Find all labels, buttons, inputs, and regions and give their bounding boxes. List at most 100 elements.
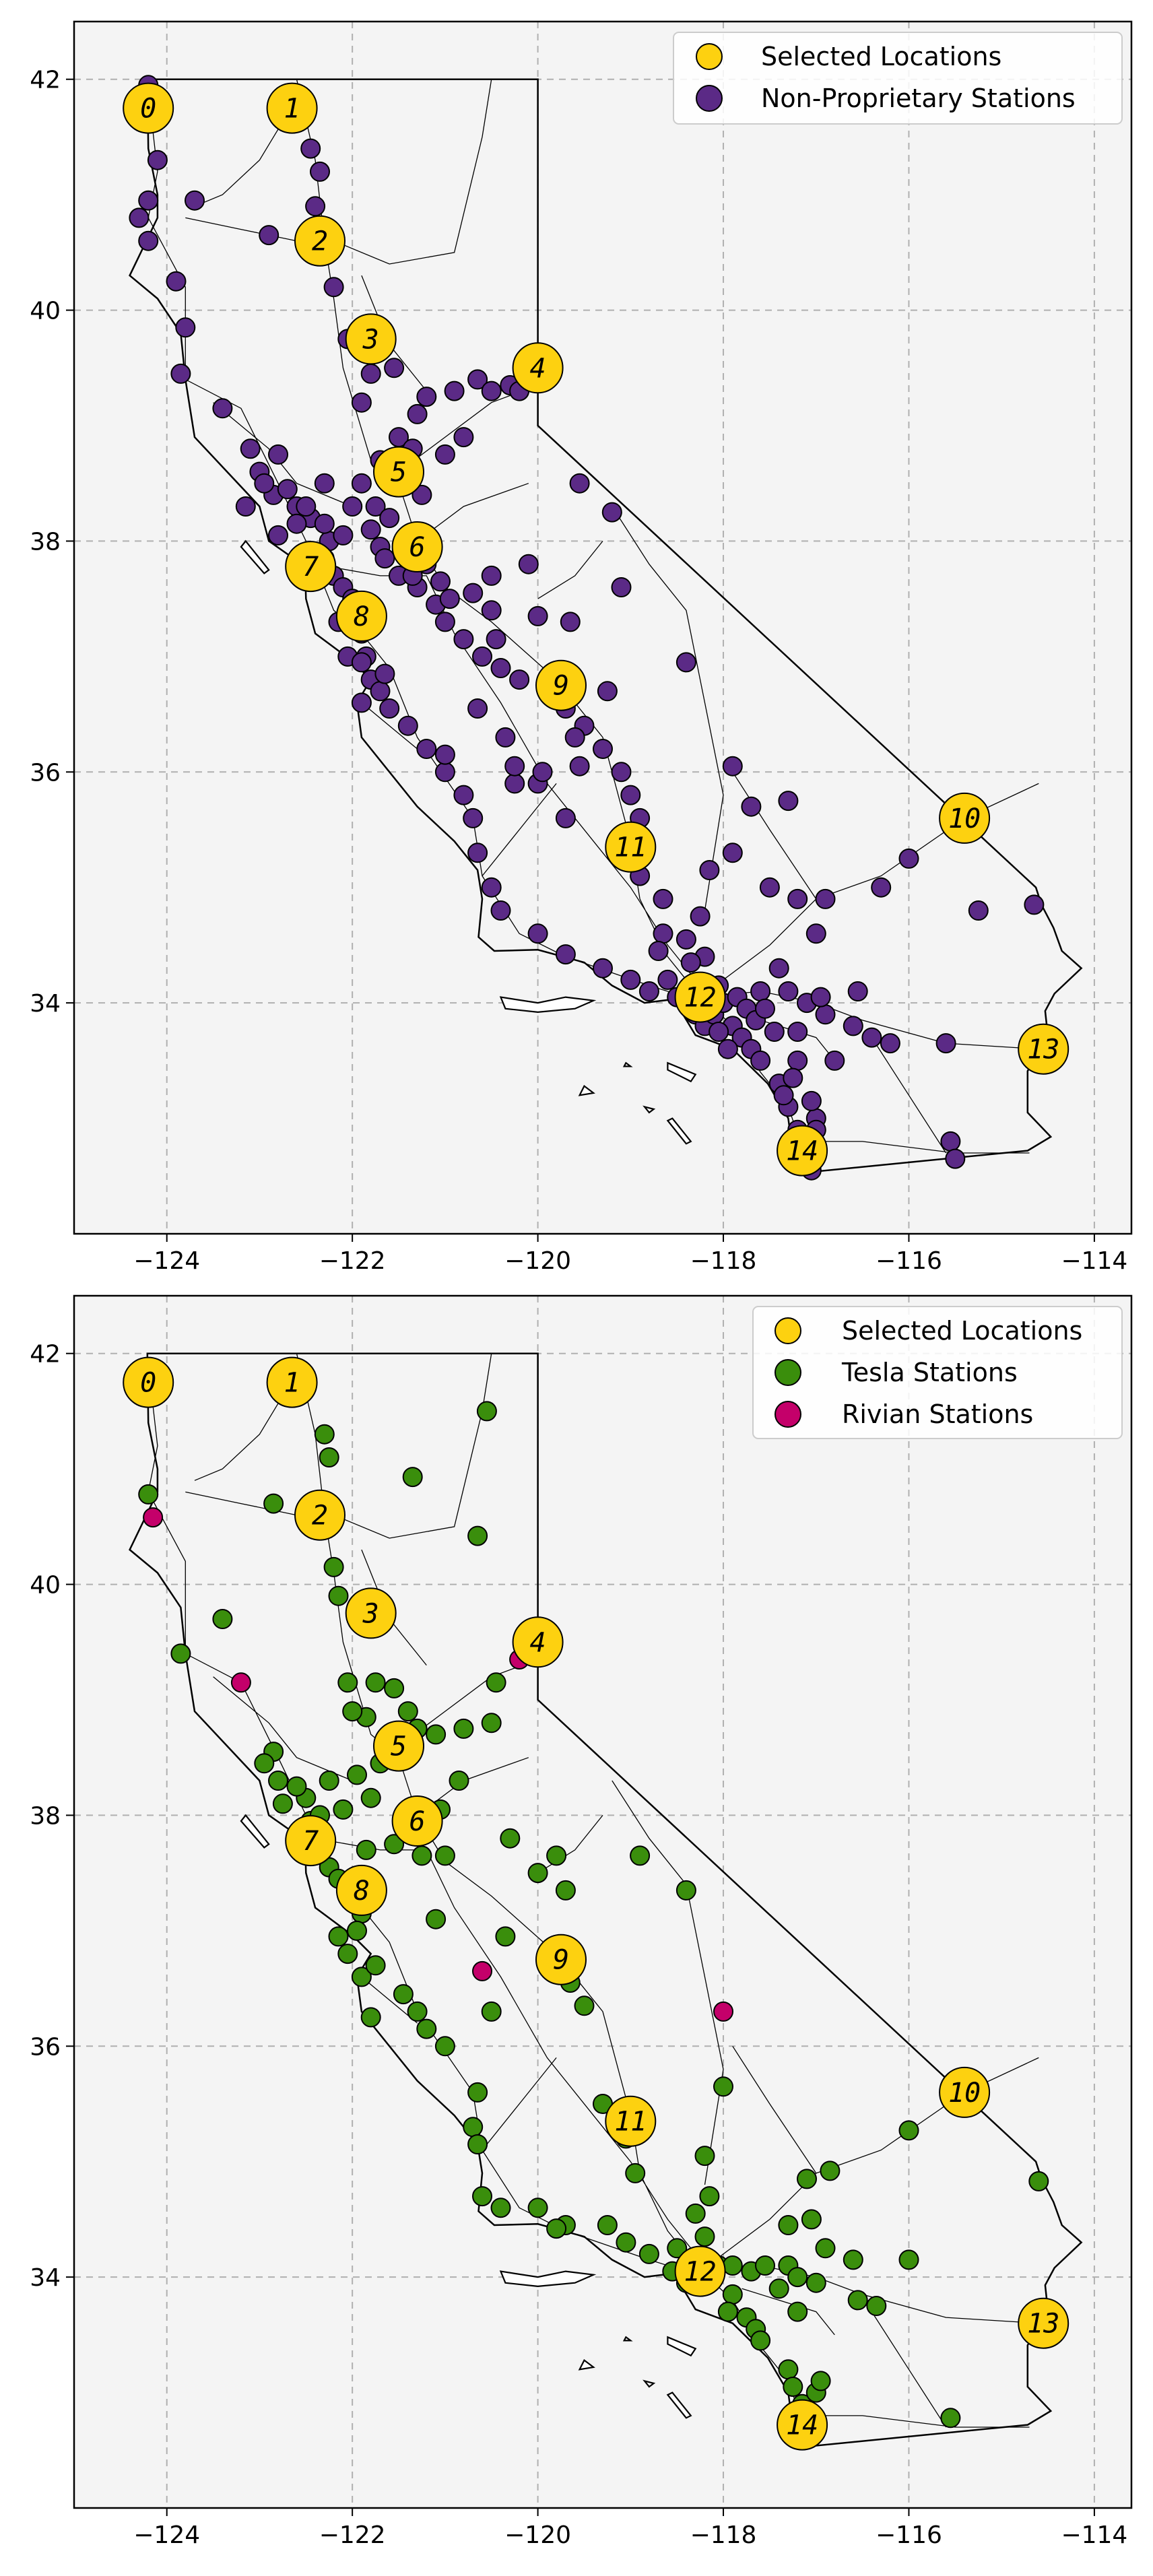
non-proprietary-stations-point bbox=[871, 877, 892, 898]
non-proprietary-stations-point bbox=[569, 756, 590, 777]
selected-location-marker bbox=[512, 1616, 564, 1668]
tesla-stations-point bbox=[625, 2162, 646, 2183]
tesla-stations-point bbox=[797, 2169, 817, 2189]
non-proprietary-stations-point bbox=[778, 981, 799, 1001]
tesla-stations-point bbox=[333, 1799, 354, 1820]
selected-location-marker bbox=[266, 82, 318, 134]
non-proprietary-stations-point bbox=[532, 762, 553, 783]
non-proprietary-stations-point bbox=[453, 785, 474, 805]
non-proprietary-stations-point bbox=[416, 387, 437, 407]
tesla-stations-point bbox=[416, 2018, 437, 2039]
tesla-stations-point bbox=[426, 1909, 447, 1929]
tesla-stations-point bbox=[898, 2249, 919, 2270]
tesla-stations-point bbox=[481, 2001, 502, 2022]
tesla-stations-point bbox=[685, 2203, 706, 2224]
y-tick-label: 40 bbox=[30, 1572, 61, 1599]
tesla-stations-point bbox=[750, 2330, 771, 2351]
non-proprietary-stations-point bbox=[495, 727, 516, 748]
tesla-stations-point bbox=[527, 2198, 548, 2218]
non-proprietary-stations-point bbox=[434, 444, 455, 465]
non-proprietary-stations-point bbox=[138, 190, 159, 211]
selected-location-label: 14 bbox=[786, 2410, 818, 2441]
selected-location-marker bbox=[777, 2399, 828, 2451]
tesla-stations-point bbox=[463, 2117, 484, 2138]
tesla-stations-point bbox=[426, 1724, 447, 1745]
selected-location-label: 2 bbox=[312, 1500, 328, 1531]
tesla-stations-point bbox=[319, 1447, 339, 1467]
non-proprietary-stations-point bbox=[843, 1016, 863, 1036]
selected-location-marker bbox=[345, 313, 397, 365]
rivian-stations-point bbox=[713, 2001, 733, 2022]
tesla-stations-point bbox=[722, 2255, 743, 2276]
island bbox=[622, 1061, 633, 1067]
selected-location-label: 7 bbox=[302, 552, 319, 583]
non-proprietary-stations-point bbox=[277, 479, 298, 500]
island bbox=[666, 2391, 692, 2419]
non-proprietary-stations-point bbox=[342, 496, 363, 517]
selected-location-marker bbox=[535, 659, 587, 711]
non-proprietary-stations-point bbox=[407, 403, 428, 424]
island bbox=[240, 539, 270, 574]
selected-location-label: 13 bbox=[1027, 2309, 1059, 2340]
selected-location-label: 6 bbox=[409, 532, 426, 563]
tesla-stations-point bbox=[667, 2238, 688, 2259]
rivian-stations-point bbox=[143, 1507, 164, 1528]
selected-location-label: 12 bbox=[684, 2257, 717, 2288]
non-proprietary-stations-point bbox=[564, 727, 585, 748]
tesla-stations-point bbox=[546, 2218, 567, 2239]
tesla-stations-point bbox=[411, 1845, 432, 1866]
selected-location-marker bbox=[605, 821, 657, 873]
non-proprietary-stations-point bbox=[750, 981, 771, 1001]
island bbox=[666, 1117, 692, 1145]
tesla-stations-point bbox=[801, 2209, 822, 2230]
non-proprietary-stations-point bbox=[810, 987, 831, 1008]
legend-selected-label: Selected Locations bbox=[761, 42, 1001, 71]
selected-location-label: 10 bbox=[948, 803, 981, 834]
non-proprietary-stations-point bbox=[411, 484, 432, 505]
x-tick-label: −122 bbox=[319, 1247, 386, 1275]
selected-location-marker bbox=[1018, 2297, 1069, 2349]
tesla-stations-point bbox=[787, 2301, 808, 2322]
non-proprietary-stations-point bbox=[1024, 894, 1045, 915]
non-proprietary-stations-point bbox=[416, 739, 437, 759]
non-proprietary-stations-point bbox=[323, 277, 344, 298]
non-proprietary-stations-point bbox=[518, 554, 539, 574]
x-axis-ticks: −124 −122 −120 −118 −116 −114 bbox=[133, 2508, 1127, 2549]
non-proprietary-stations-point bbox=[815, 1004, 836, 1025]
non-proprietary-stations-point bbox=[296, 496, 317, 517]
selected-location-marker bbox=[777, 1125, 828, 1177]
tesla-stations-point bbox=[360, 1787, 381, 1808]
selected-location-marker bbox=[123, 1356, 174, 1408]
non-proprietary-stations-point bbox=[259, 225, 279, 246]
non-proprietary-stations-point bbox=[861, 1027, 882, 1048]
selected-location-marker bbox=[285, 541, 337, 593]
roads bbox=[147, 79, 1039, 1154]
selected-location-label: 5 bbox=[391, 457, 407, 488]
non-proprietary-stations-point bbox=[434, 762, 455, 783]
tesla-stations-point bbox=[328, 1585, 349, 1606]
non-proprietary-stations-point bbox=[467, 369, 488, 390]
selected-location-label: 4 bbox=[530, 353, 546, 384]
island bbox=[643, 1105, 656, 1114]
tesla-stations-point bbox=[699, 2186, 720, 2207]
non-proprietary-stations-point bbox=[434, 612, 455, 632]
tesla-stations-point bbox=[1028, 2171, 1049, 2191]
y-tick-label: 34 bbox=[30, 990, 61, 1018]
selected-location-label: 13 bbox=[1027, 1034, 1059, 1065]
state-outline bbox=[129, 1352, 1083, 2448]
non-proprietary-stations-point bbox=[333, 525, 354, 546]
legend-box bbox=[673, 32, 1123, 125]
tesla-stations-point bbox=[384, 1678, 405, 1698]
selected-location-label: 3 bbox=[362, 324, 379, 355]
legend-selected-marker bbox=[775, 1317, 801, 1344]
non-proprietary-stations-point bbox=[351, 692, 372, 713]
tesla-stations-point bbox=[365, 1955, 386, 1976]
non-proprietary-stations-point bbox=[898, 848, 919, 869]
tesla-stations-point bbox=[820, 2160, 841, 2181]
selected-location-marker bbox=[345, 1587, 397, 1639]
non-proprietary-stations-point bbox=[755, 998, 775, 1019]
tesla-stations-point bbox=[360, 2007, 381, 2028]
non-proprietary-stations-point bbox=[138, 230, 159, 251]
